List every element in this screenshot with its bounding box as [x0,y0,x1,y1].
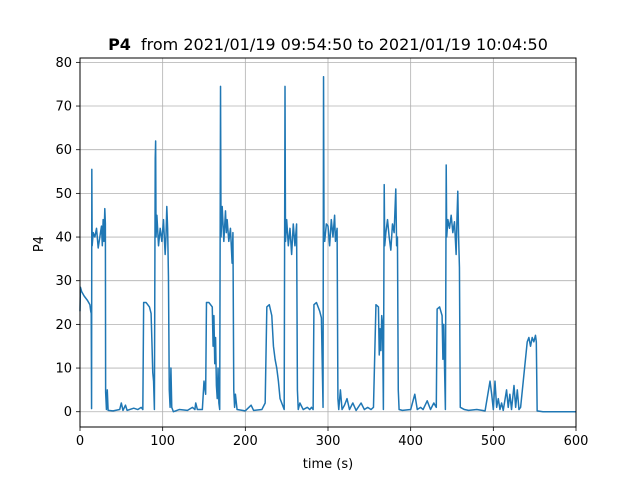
y-tick-label: 60 [55,143,72,158]
chart-title-bold: P4 [108,35,131,54]
series-line-p4 [79,76,576,413]
y-axis-label: P4 [32,236,47,252]
chart-title-rest: from 2021/01/19 09:54:50 to 2021/01/19 1… [141,35,548,54]
x-tick-label: 0 [76,434,84,449]
x-tick-label: 600 [564,434,589,449]
y-tick-label: 30 [55,274,72,289]
x-tick-label: 500 [481,434,506,449]
y-tick-label: 70 [55,100,72,115]
series-layer [79,76,576,413]
ticks: 0 100 200 300 400 500 600 0 10 20 30 40 50 60 70 80 [55,56,588,449]
y-tick-label: 80 [55,56,72,71]
x-tick-label: 200 [233,434,258,449]
x-tick-label: 400 [398,434,423,449]
y-tick-label: 10 [55,362,72,377]
y-tick-label: 20 [55,318,72,333]
x-tick-label: 100 [150,434,175,449]
y-tick-label: 0 [64,405,72,420]
x-axis-label: time (s) [303,457,353,472]
y-tick-label: 40 [55,231,72,246]
y-tick-label: 50 [55,187,72,202]
chart-title: P4 from 2021/01/19 09:54:50 to 2021/01/1… [108,35,548,54]
x-tick-label: 300 [316,434,341,449]
